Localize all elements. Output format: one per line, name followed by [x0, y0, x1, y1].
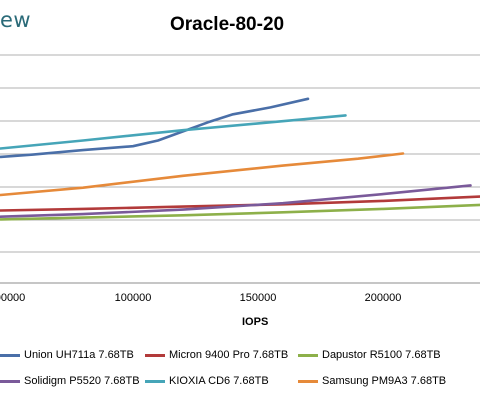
legend-swatch	[298, 353, 318, 357]
x-tick-label: 00000	[0, 292, 25, 304]
x-tick-label: 150000	[240, 292, 277, 304]
legend-swatch	[0, 379, 20, 383]
legend-item: Micron 9400 Pro 7.68TB	[145, 349, 288, 361]
legend-swatch	[145, 353, 165, 357]
legend-swatch	[145, 379, 165, 383]
legend-item: Solidigm P5520 7.68TB	[0, 375, 140, 387]
legend-item: KIOXIA CD6 7.68TB	[145, 375, 269, 387]
series-line-0	[0, 97, 310, 159]
legend-label: Micron 9400 Pro 7.68TB	[169, 349, 289, 361]
x-axis-label: IOPS	[242, 316, 269, 328]
legend-item: Samsung PM9A3 7.68TB	[298, 375, 446, 387]
legend-item: Dapustor R5100 7.68TB	[298, 349, 441, 361]
series-line-4	[0, 114, 347, 150]
chart-title: Oracle-80-20	[170, 14, 285, 35]
legend-label: Dapustor R5100 7.68TB	[322, 349, 441, 361]
brand-logo-text: ew	[0, 8, 32, 32]
x-tick-label: 100000	[115, 292, 152, 304]
legend-swatch	[0, 353, 20, 357]
legend-item: Union UH711a 7.68TB	[0, 349, 134, 361]
legend-label: Union UH711a 7.68TB	[24, 349, 134, 361]
series-line-5	[0, 152, 405, 197]
legend-label: Samsung PM9A3 7.68TB	[322, 375, 447, 387]
x-tick-label: 200000	[365, 292, 402, 304]
series-line-2	[0, 203, 480, 221]
legend-swatch	[298, 379, 318, 383]
legend-label: Solidigm P5520 7.68TB	[24, 375, 140, 387]
series-line-3	[0, 184, 472, 218]
legend-label: KIOXIA CD6 7.68TB	[169, 375, 269, 387]
